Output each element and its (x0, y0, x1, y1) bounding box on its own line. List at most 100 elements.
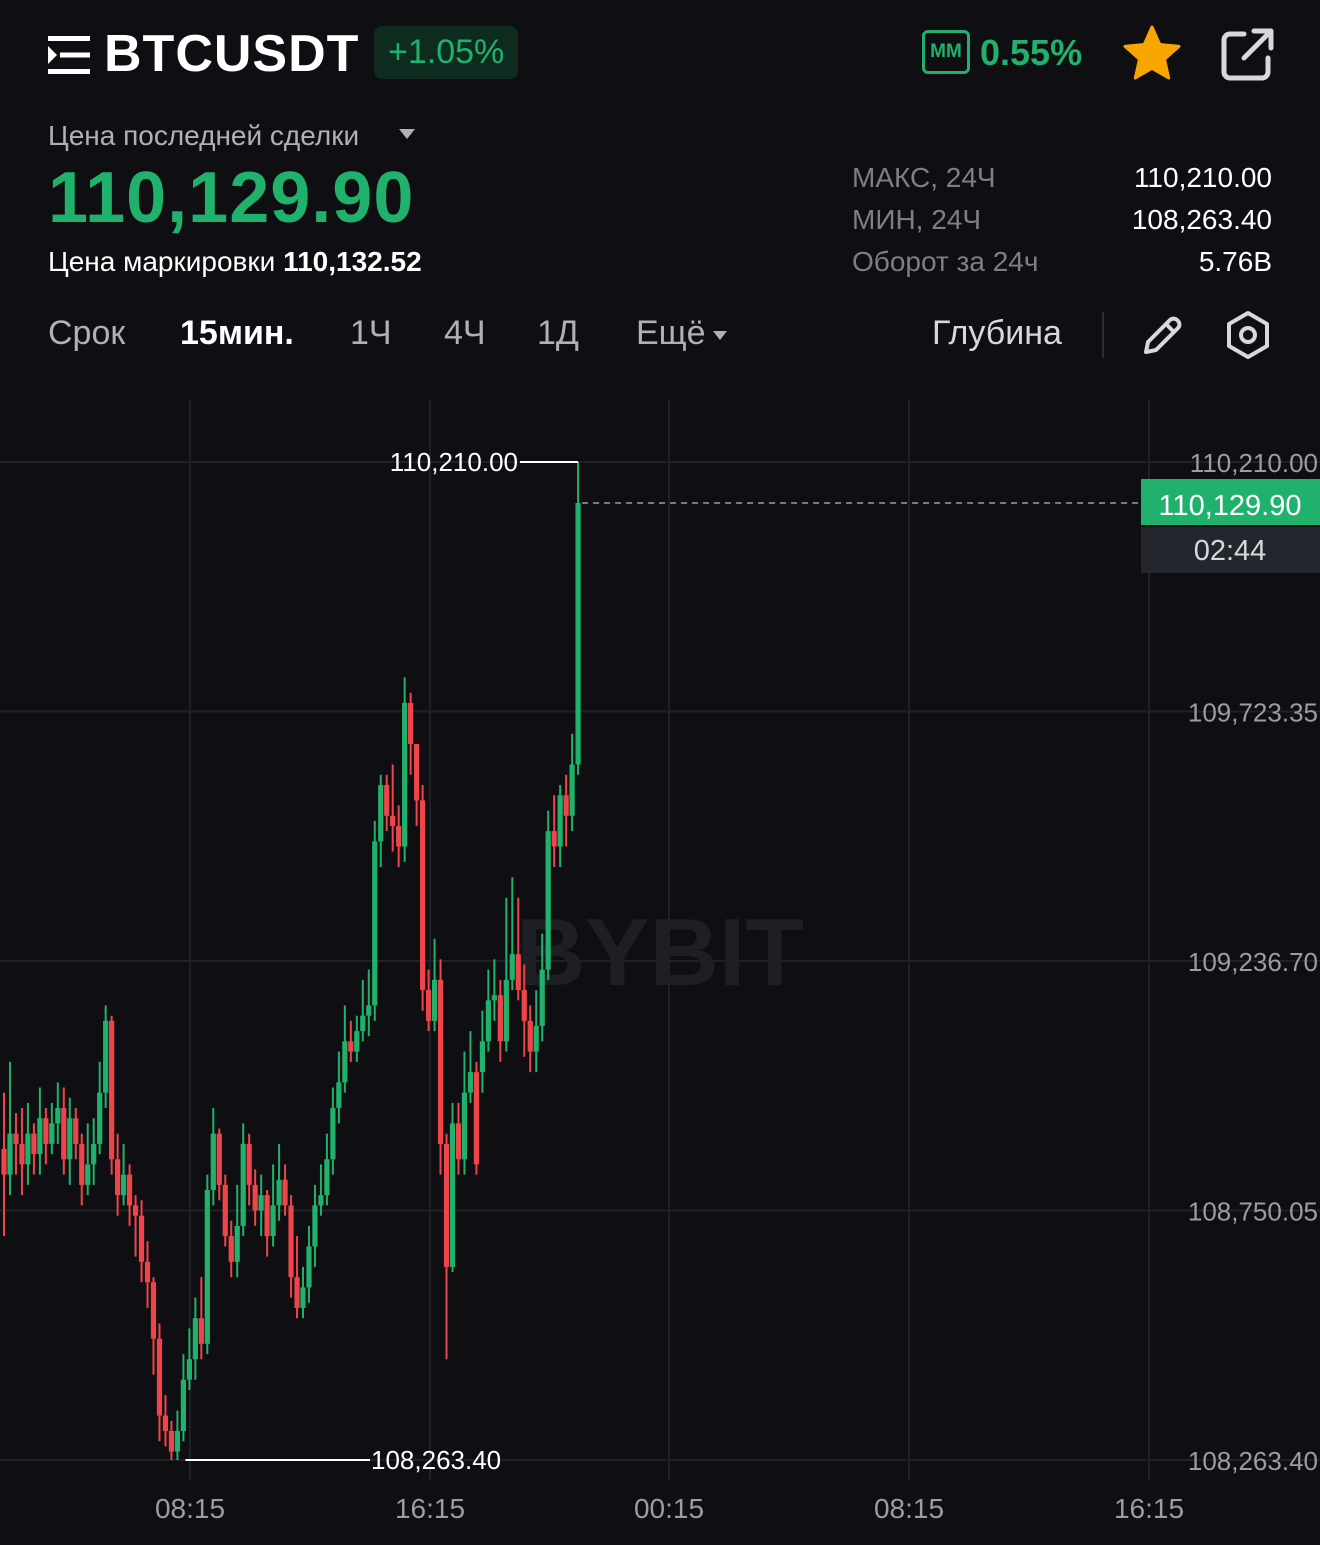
candle (527, 1005, 533, 1073)
chart-grid (0, 400, 1320, 1480)
candle (497, 979, 503, 1062)
candle (144, 1241, 151, 1308)
x-tick-label: 00:15 (634, 1493, 704, 1524)
mm-value: 0.55% (980, 32, 1083, 73)
chevron-down-icon[interactable] (712, 330, 728, 341)
settings-icon[interactable] (1224, 310, 1272, 360)
candle (455, 1102, 462, 1175)
y-axis: 110,210.00 109,723.35 109,236.70 108,750.05… (1141, 448, 1320, 1476)
current-price-label: 110,129.90 (1159, 490, 1302, 522)
candle (150, 1277, 157, 1375)
candle (354, 1015, 360, 1062)
candle (103, 1005, 109, 1108)
candle (216, 1128, 222, 1201)
stat-high-label: МАКС, 24Ч (852, 162, 996, 193)
markers: 110,210.00 108,263.40 (185, 447, 1142, 1475)
depth-button[interactable]: Глубина (932, 314, 1062, 352)
star-icon[interactable] (1122, 24, 1182, 82)
stat-low-value: 108,263.40 (1131, 204, 1272, 235)
candle (264, 1190, 270, 1257)
candles (1, 462, 581, 1460)
candle (1, 1092, 7, 1237)
candle (485, 969, 491, 1052)
candle (372, 820, 378, 1021)
countdown-tag (1141, 527, 1320, 574)
timeframe-label: Срок (48, 314, 126, 352)
candle (61, 1087, 67, 1175)
candle (515, 897, 521, 1001)
candle (503, 897, 509, 1052)
share-icon[interactable] (1220, 26, 1276, 82)
candle (324, 1133, 330, 1206)
y-tick-label: 108,263.40 (1188, 1446, 1318, 1476)
candle (234, 1184, 240, 1278)
candle (49, 1102, 55, 1155)
mark-price-row: Цена маркировки 110,132.52 (48, 244, 422, 280)
candle (336, 1051, 342, 1124)
candle (31, 1123, 37, 1175)
y-tick-label: 109,236.70 (1188, 947, 1318, 977)
candle (55, 1082, 61, 1144)
candle (180, 1354, 186, 1442)
pencil-icon[interactable] (1140, 312, 1186, 358)
candle (25, 1102, 31, 1185)
high-marker-label: 110,210.00 (390, 447, 518, 477)
candle (521, 964, 527, 1057)
divider (1102, 312, 1104, 358)
symbol-title[interactable]: BTCUSDT (104, 25, 360, 83)
candle (85, 1123, 91, 1196)
candle (443, 1133, 450, 1360)
x-tick-label: 16:15 (1114, 1493, 1184, 1524)
candle (109, 1015, 115, 1175)
candle (73, 1107, 79, 1160)
candle (402, 677, 408, 862)
candle (276, 1143, 282, 1221)
tab-15m[interactable]: 15мин. (180, 314, 294, 352)
candle (7, 1061, 13, 1196)
x-tick-label: 16:15 (395, 1493, 465, 1524)
candle (431, 938, 438, 1032)
candle (270, 1164, 276, 1247)
candle (467, 1031, 474, 1103)
candle (162, 1395, 169, 1447)
stat-turnover-value: 5.76B (1198, 246, 1272, 277)
candle (300, 1266, 306, 1319)
candle (575, 462, 581, 775)
candle (13, 1113, 19, 1175)
last-price-label[interactable]: Цена последней сделки (48, 120, 360, 151)
candle (437, 959, 444, 1175)
candle (97, 1061, 103, 1155)
chevron-down-icon[interactable] (398, 128, 416, 140)
tab-more[interactable]: Ещё (636, 314, 706, 352)
tab-1h[interactable]: 1Ч (350, 314, 392, 352)
candle (396, 805, 402, 868)
candle (138, 1200, 145, 1283)
candle (384, 774, 390, 832)
candle (318, 1164, 324, 1216)
change-badge: +1.05% (374, 26, 519, 79)
candle (37, 1087, 43, 1175)
candle (258, 1174, 264, 1237)
current-price-tag (1141, 479, 1320, 526)
tab-4h[interactable]: 4Ч (444, 314, 486, 352)
mm-icon: MM (922, 30, 970, 74)
candle (366, 969, 372, 1037)
candle (19, 1107, 25, 1196)
candle (156, 1323, 163, 1442)
candle (228, 1220, 234, 1278)
candle (288, 1195, 294, 1298)
candle (132, 1195, 139, 1257)
candle (282, 1164, 288, 1216)
candle (360, 979, 366, 1042)
candle (425, 969, 432, 1032)
x-tick-label: 08:15 (874, 1493, 944, 1524)
menu-icon[interactable] (48, 36, 90, 74)
candle (222, 1174, 228, 1247)
candle (294, 1236, 300, 1319)
low-marker-label: 108,263.40 (371, 1445, 501, 1475)
candle (312, 1184, 318, 1267)
tab-1d[interactable]: 1Д (537, 314, 579, 352)
price-chart[interactable]: BYBIT 110,210.00 108,263.40 110,210.00 109… (0, 400, 1320, 1545)
stat-low-label: МИН, 24Ч (852, 204, 982, 235)
candle (563, 774, 569, 847)
